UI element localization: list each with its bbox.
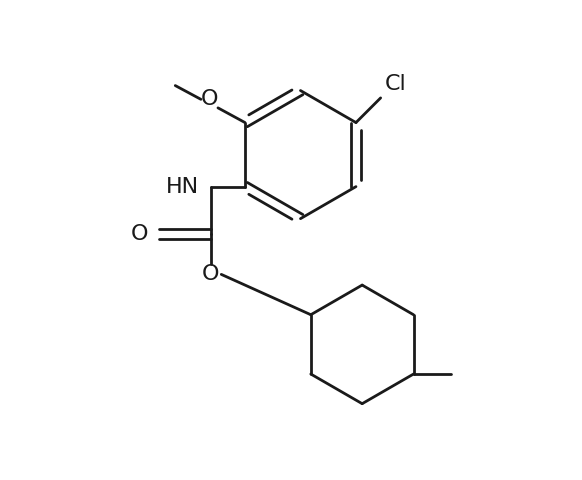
Text: Cl: Cl: [385, 74, 406, 94]
Text: O: O: [131, 224, 148, 244]
Text: HN: HN: [165, 177, 198, 197]
Text: O: O: [201, 89, 218, 109]
Text: O: O: [202, 264, 219, 284]
